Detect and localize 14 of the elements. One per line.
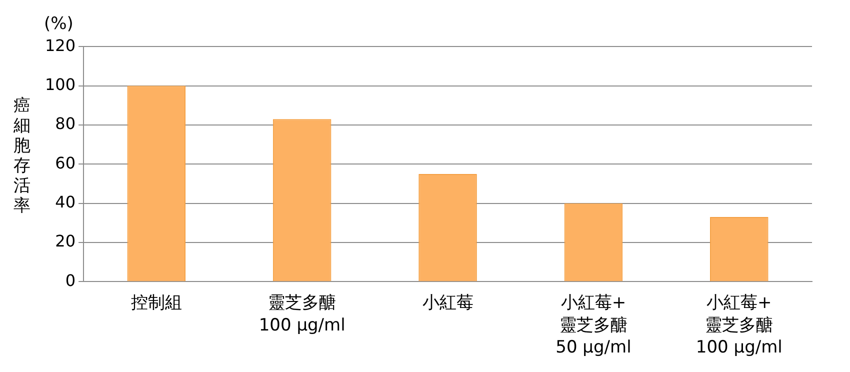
text: (%): [44, 14, 74, 34]
y-tick-label: 80: [55, 114, 76, 134]
y-tick-label: 40: [55, 192, 76, 212]
x-tick-label: 小紅莓: [422, 293, 474, 314]
y-tick-label: 120: [44, 36, 76, 55]
x-tick-label: 小紅莓+ 靈芝多醣 100 μg/ml: [696, 293, 782, 358]
x-tick-label: 控制組: [130, 293, 182, 314]
y-tick-label: 60: [55, 153, 76, 172]
y-tick-label: 100: [44, 74, 76, 94]
y-tick-label: 20: [55, 232, 76, 251]
x-tick-label: 小紅莓+ 靈芝多醣 50 μg/ml: [556, 293, 632, 358]
y-tick-label: 0: [65, 270, 76, 290]
x-tick-label: 靈芝多醣 100 μg/ml: [258, 293, 346, 336]
y-axis-title: 癌細胞存活率: [12, 96, 32, 216]
